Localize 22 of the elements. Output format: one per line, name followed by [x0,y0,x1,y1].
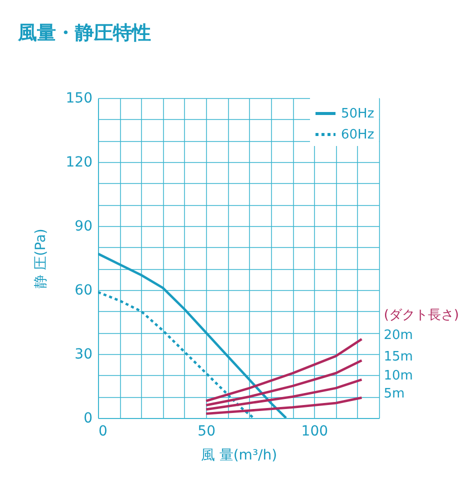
series-label: 15m [384,349,413,364]
line-series [98,252,288,418]
x-axis-title: 風 量(m³/h) [200,448,278,464]
legend-label: 60Hz [341,128,374,142]
line-series [98,290,255,418]
x-tick-label: 100 [301,424,328,440]
x-tick-label: 50 [198,424,216,440]
x-tick-label: 0 [98,424,108,440]
legend-label: 50Hz [341,106,374,122]
y-tick-label: 60 [74,282,92,298]
series-label: 5m [384,386,405,402]
series-label: 20m [384,328,413,344]
y-axis-title: 静 圧(Pa) [32,228,49,288]
line-series [204,338,363,402]
y-tick-label: 120 [66,154,92,170]
y-tick-label: 150 [66,90,92,106]
y-tick-label: 0 [84,410,92,426]
y-tick-label: 90 [74,218,92,234]
chart-title: 風量・静圧特性 [17,22,151,44]
series-label: 10m [384,368,413,384]
y-tick-label: 30 [74,346,92,362]
text: (ダクト長さ) [384,308,459,323]
